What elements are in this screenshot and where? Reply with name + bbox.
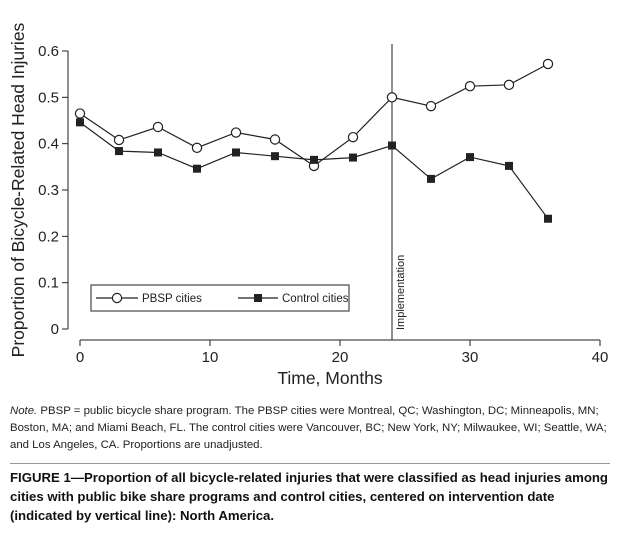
chart-series — [74, 58, 554, 223]
x-tick-label: 40 — [592, 349, 609, 366]
data-point — [544, 214, 552, 223]
legend-item: Control cities — [238, 293, 349, 305]
data-point — [425, 100, 437, 112]
data-point — [427, 174, 435, 183]
data-point — [269, 134, 281, 145]
y-tick-label: 0.2 — [38, 228, 59, 245]
data-point — [542, 58, 554, 70]
note-body: PBSP = public bicycle share program. The… — [10, 405, 607, 451]
legend-marker — [254, 294, 262, 302]
data-point — [154, 148, 162, 157]
x-tick-label: 30 — [462, 349, 479, 366]
divider — [10, 463, 610, 464]
legend-marker — [111, 292, 123, 304]
data-point — [505, 161, 513, 170]
series-pbsp-cities — [74, 58, 554, 172]
series-control-cities — [76, 118, 552, 223]
y-tick-label: 0.1 — [38, 275, 59, 292]
data-point — [115, 147, 123, 156]
implementation-marker: Implementation — [391, 44, 407, 340]
x-axis-label: Time, Months — [277, 368, 383, 388]
figure-note: Note. PBSP = public bicycle share progra… — [10, 403, 610, 454]
data-point — [347, 131, 359, 143]
data-point — [386, 92, 398, 103]
data-point — [349, 153, 357, 162]
legend-label: PBSP cities — [142, 293, 202, 305]
x-tick-label: 10 — [202, 349, 219, 366]
y-tick-label: 0.5 — [38, 89, 59, 106]
data-point — [191, 142, 203, 154]
data-point — [466, 153, 474, 162]
legend-item: PBSP cities — [96, 292, 202, 305]
data-point — [230, 127, 242, 138]
y-tick-label: 0.3 — [38, 182, 59, 199]
figure-caption: FIGURE 1—Proportion of all bicycle-relat… — [10, 470, 608, 523]
data-point — [193, 164, 201, 173]
data-point — [503, 79, 515, 91]
data-point — [232, 148, 240, 157]
data-point — [271, 152, 279, 161]
data-point — [464, 81, 476, 92]
note-lead: Note. — [10, 405, 38, 417]
y-tick-label: 0.6 — [38, 43, 59, 60]
line-chart: 0 10 20 30 40 0 0.1 0.2 0.3 0.4 0.5 0.6 Implementat… — [8, 22, 608, 388]
data-point — [74, 108, 86, 119]
chart-legend: PBSP cities Control cities — [90, 284, 350, 312]
x-tick-label: 20 — [332, 349, 349, 366]
series-line — [79, 63, 549, 167]
implementation-label: Implementation — [395, 255, 407, 330]
data-point — [76, 118, 84, 127]
chart-axes: 0 10 20 30 40 0 0.1 0.2 0.3 0.4 0.5 0.6 — [38, 43, 608, 366]
y-tick-label: 0.4 — [38, 136, 59, 153]
data-point — [152, 121, 164, 133]
legend-label: Control cities — [282, 293, 349, 305]
x-tick-label: 0 — [76, 349, 84, 366]
data-point — [113, 134, 125, 146]
y-tick-label: 0 — [51, 321, 59, 338]
data-point — [388, 141, 396, 150]
data-point — [310, 155, 318, 164]
y-axis-label: Proportion of Bicycle-Related Head Injur… — [8, 22, 28, 357]
